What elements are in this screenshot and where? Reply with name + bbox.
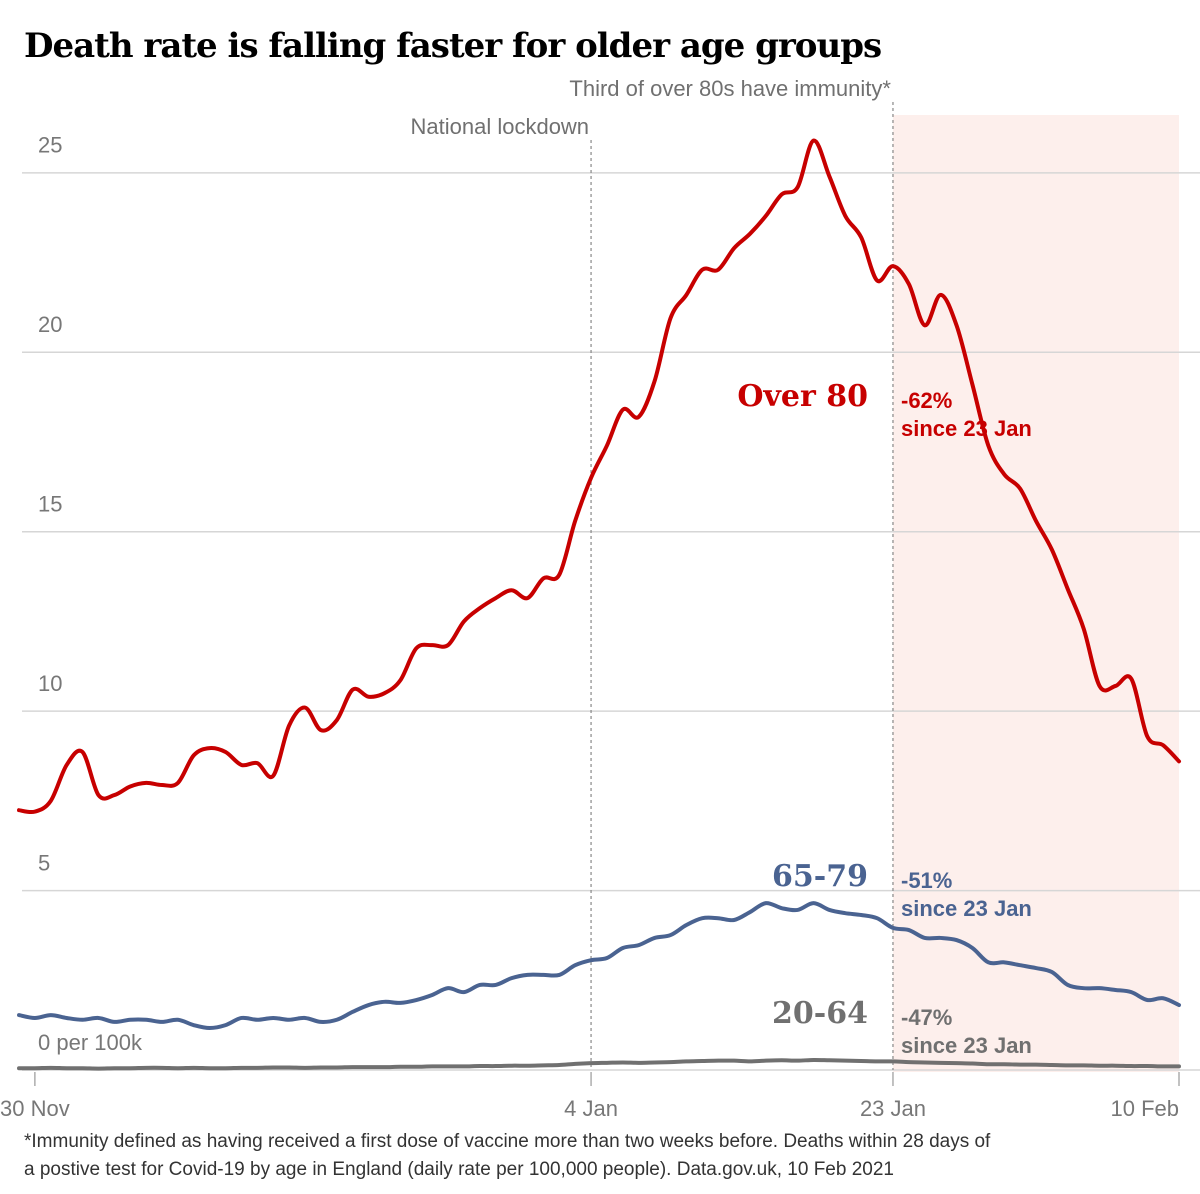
- change-label: -51%: [901, 868, 952, 893]
- y-tick-label: 10: [38, 671, 62, 696]
- y-tick-label: 15: [38, 492, 62, 517]
- change-label: since 23 Jan: [901, 416, 1032, 441]
- y-tick-label: 20: [38, 312, 62, 337]
- series-line: [17, 138, 1181, 815]
- x-tick-label: 4 Jan: [564, 1096, 618, 1121]
- series-line: [17, 1057, 1181, 1071]
- series-label: 65-79: [772, 859, 868, 894]
- series-line: [17, 901, 1181, 1031]
- change-label: since 23 Jan: [901, 896, 1032, 921]
- annotation-label: Third of over 80s have immunity*: [569, 76, 891, 101]
- x-tick-label: 10 Feb: [1111, 1096, 1180, 1121]
- annotation-label: National lockdown: [411, 114, 590, 139]
- shaded-region: [892, 115, 1179, 1072]
- y-tick-label: 25: [38, 133, 62, 158]
- change-label: since 23 Jan: [901, 1033, 1032, 1058]
- x-tick-label: 30 Nov: [0, 1096, 70, 1121]
- series-label: 20-64: [772, 996, 868, 1031]
- x-tick-label: 23 Jan: [860, 1096, 926, 1121]
- footnote: a postive test for Covid-19 by age in En…: [24, 1159, 894, 1180]
- change-label: -62%: [901, 388, 952, 413]
- y-tick-label: 5: [38, 850, 50, 875]
- footnote: *Immunity defined as having received a f…: [24, 1131, 991, 1152]
- change-label: -47%: [901, 1005, 952, 1030]
- chart-title: Death rate is falling faster for older a…: [24, 26, 881, 66]
- series-label: Over 80: [737, 379, 868, 414]
- y-tick-label: 0 per 100k: [38, 1030, 143, 1055]
